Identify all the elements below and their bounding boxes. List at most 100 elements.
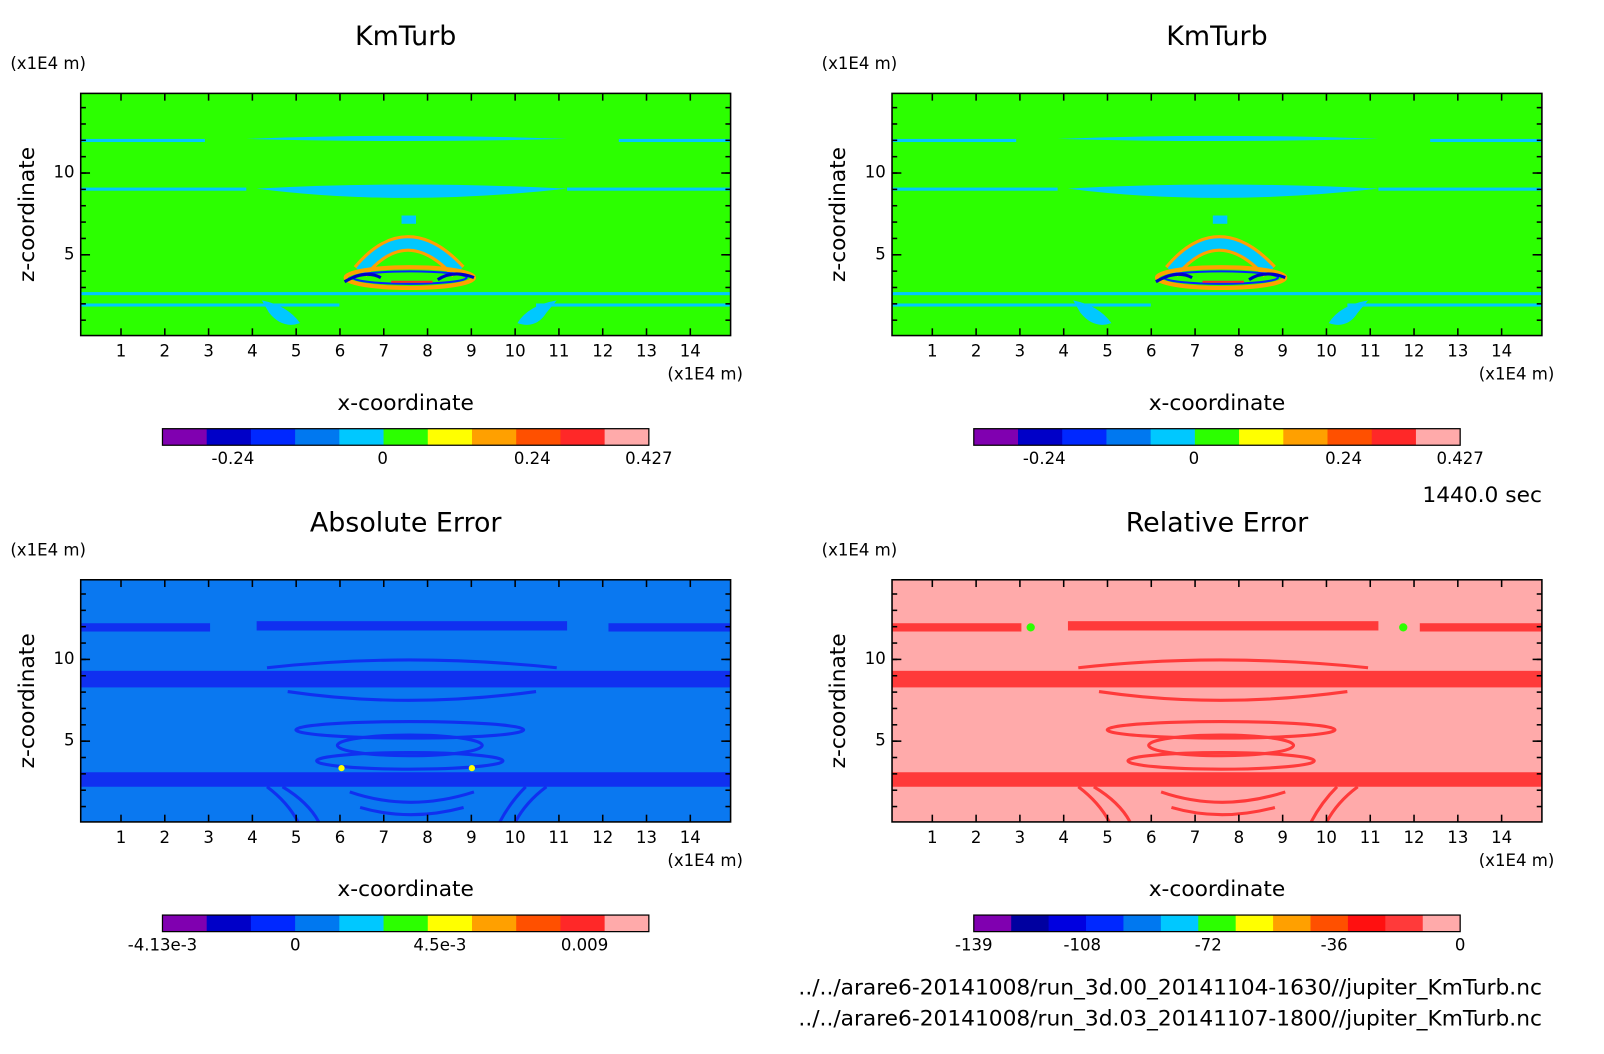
chart-title: Absolute Error [310, 507, 503, 538]
y-tick-label: 5 [64, 731, 75, 750]
x-tick-label: 5 [291, 828, 302, 847]
field [892, 579, 1542, 822]
x-unit: (x1E4 m) [1479, 364, 1555, 383]
field [80, 579, 731, 822]
colorbar-box [295, 915, 340, 932]
colorbar-box [1062, 428, 1107, 446]
x-tick-label: 9 [466, 828, 477, 847]
y-tick-label: 10 [53, 163, 74, 182]
x-tick-label: 8 [1234, 342, 1245, 361]
colorbar-box [1123, 915, 1162, 932]
colorbar-tick-label: 0.009 [561, 936, 608, 955]
x-tick-label: 6 [335, 828, 346, 847]
x-tick-label: 13 [636, 828, 657, 847]
colorbar-box [1283, 428, 1329, 446]
x-tick-label: 7 [1190, 828, 1201, 847]
colorbar-box [427, 915, 473, 932]
x-tick-label: 2 [971, 342, 982, 361]
x-tick-label: 4 [1058, 828, 1069, 847]
y-unit: (x1E4 m) [822, 54, 898, 73]
y-unit: (x1E4 m) [10, 54, 86, 73]
colorbar-box [162, 915, 208, 932]
colorbar-box [1235, 915, 1274, 932]
field [892, 93, 1542, 335]
colorbar-box [1194, 428, 1240, 446]
colorbar-box [250, 428, 296, 446]
x-tick-label: 14 [1491, 342, 1512, 361]
x-tick-label: 9 [1277, 342, 1288, 361]
y-tick-label: 5 [875, 244, 886, 263]
colorbar-box [1327, 428, 1373, 446]
x-axis-label: x-coordinate [1149, 391, 1286, 416]
x-tick-label: 5 [1102, 828, 1113, 847]
x-axis-label: x-coordinate [1149, 877, 1286, 902]
x-tick-label: 5 [1102, 342, 1113, 361]
x-tick-label: 12 [592, 828, 613, 847]
colorbar-tick-label: 0 [377, 449, 388, 468]
x-tick-label: 2 [160, 342, 171, 361]
x-tick-label: 10 [1316, 828, 1337, 847]
colorbar-box [471, 915, 517, 932]
colorbar-box [339, 915, 385, 932]
x-tick-label: 1 [927, 828, 938, 847]
colorbar-box [560, 915, 606, 932]
colorbar-box [1347, 915, 1386, 932]
colorbar-box [516, 428, 561, 446]
y-tick-label: 10 [865, 163, 886, 182]
x-tick-label: 13 [1447, 342, 1468, 361]
x-tick-label: 4 [247, 828, 258, 847]
x-tick-label: 14 [680, 342, 701, 361]
x-tick-label: 2 [971, 828, 982, 847]
x-tick-label: 12 [1404, 828, 1425, 847]
y-tick-label: 10 [53, 649, 74, 668]
colorbar-frame [973, 428, 1461, 446]
x-tick-label: 8 [422, 828, 433, 847]
y-axis-label: z-coordinate [15, 147, 40, 282]
x-tick-label: 3 [1015, 828, 1026, 847]
x-tick-label: 12 [592, 342, 613, 361]
colorbar-tick-label: 0.427 [625, 449, 672, 468]
y-unit: (x1E4 m) [10, 540, 86, 559]
chart-title: Relative Error [1126, 507, 1309, 538]
colorbar-box [471, 428, 517, 446]
x-tick-label: 1 [116, 342, 127, 361]
y-axis-label: z-coordinate [826, 633, 851, 768]
x-tick-label: 13 [636, 342, 657, 361]
y-tick-label: 5 [875, 731, 886, 750]
x-tick-label: 4 [247, 342, 258, 361]
colorbar-box [339, 428, 385, 446]
x-tick-label: 3 [1015, 342, 1026, 361]
colorbar-box [560, 428, 606, 446]
colorbar-box [516, 915, 561, 932]
x-tick-label: 10 [505, 828, 526, 847]
colorbar-box [973, 428, 1019, 446]
colorbar-tick-label: -0.24 [212, 449, 255, 468]
x-tick-label: 7 [1190, 342, 1201, 361]
x-tick-label: 4 [1058, 342, 1069, 361]
plot-frame [79, 579, 732, 823]
x-tick-label: 1 [927, 342, 938, 361]
colorbar-tick-label: -36 [1321, 936, 1348, 955]
colorbar-box [427, 428, 473, 446]
plot-frame [891, 92, 1543, 337]
x-tick-label: 2 [160, 828, 171, 847]
plot-frame [891, 579, 1543, 823]
x-tick-label: 8 [422, 342, 433, 361]
colorbar-box [604, 915, 650, 932]
colorbar-tick-label: 0.24 [514, 449, 551, 468]
colorbar-box [206, 428, 252, 446]
x-tick-label: 10 [505, 342, 526, 361]
y-axis-label: z-coordinate [15, 633, 40, 768]
colorbar-tick-label: -72 [1195, 936, 1222, 955]
chart-title: KmTurb [355, 21, 456, 52]
x-tick-label: 11 [548, 828, 569, 847]
colorbar-tick-label: 4.5e-3 [413, 936, 466, 955]
colorbar-tick-label: 0 [1455, 936, 1466, 955]
x-tick-label: 3 [203, 828, 214, 847]
x-tick-label: 11 [548, 342, 569, 361]
colorbar-tick-label: 0 [290, 936, 301, 955]
colorbar-box [1198, 915, 1237, 932]
x-unit: (x1E4 m) [1479, 851, 1555, 870]
colorbar-box [1422, 915, 1461, 932]
